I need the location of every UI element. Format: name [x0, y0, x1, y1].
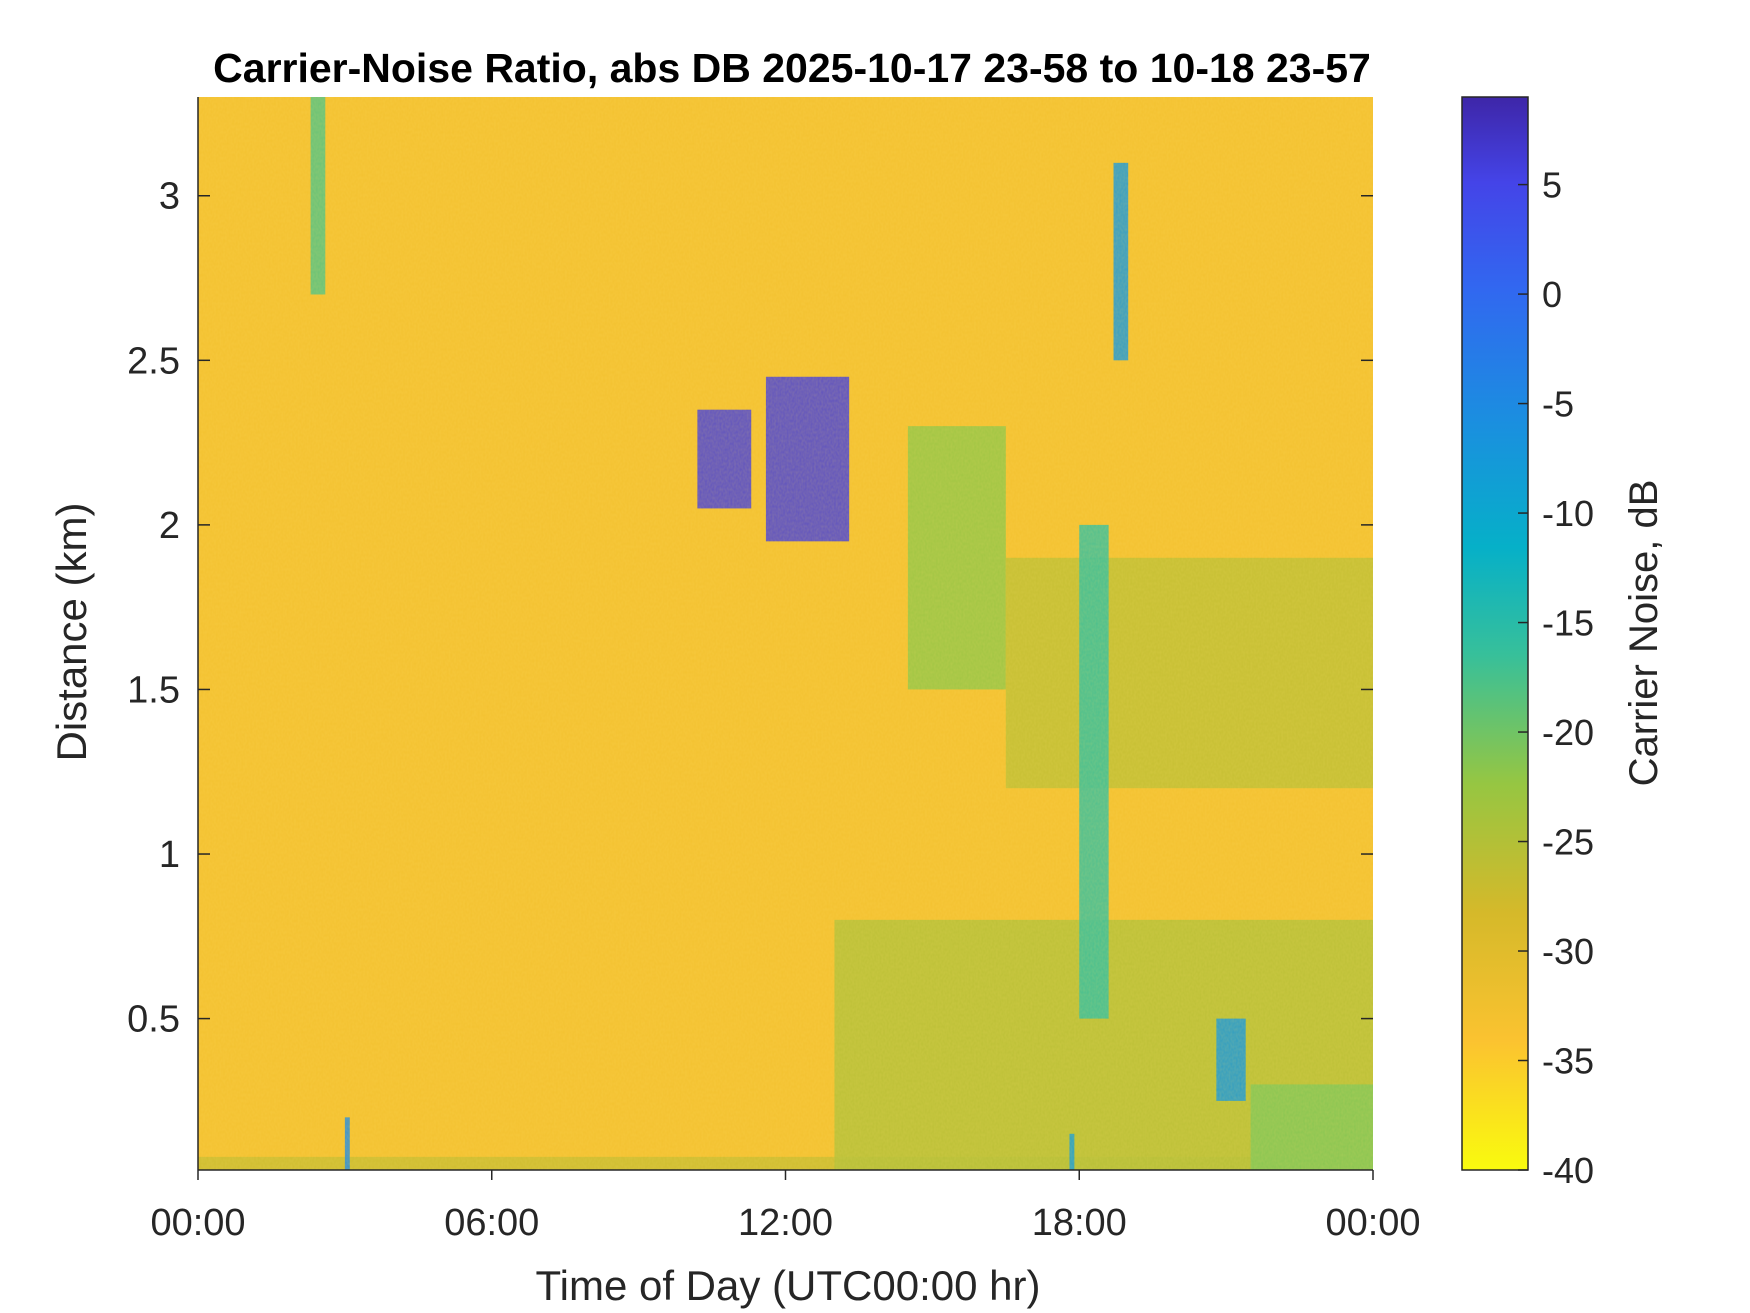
x-tick-label-0: 00:00: [150, 1202, 245, 1244]
x-tick-label-4: 00:00: [1325, 1202, 1420, 1244]
y-tick-label-2: 1.5: [127, 669, 180, 711]
heatmap-grain: [198, 97, 1373, 1170]
heatmap-area: [198, 97, 1373, 1170]
x-tick-label-3: 18:00: [1032, 1202, 1127, 1244]
chart-title: Carrier-Noise Ratio, abs DB 2025-10-17 2…: [213, 45, 1371, 91]
colorbar-tick-label-2: -5: [1542, 384, 1574, 425]
colorbar-tick-label-1: 0: [1542, 274, 1562, 315]
colorbar-tick-label-6: -25: [1542, 822, 1594, 863]
x-tick-label-1: 06:00: [444, 1202, 539, 1244]
colorbar-tick-label-4: -15: [1542, 603, 1594, 644]
colorbar: [1461, 96, 1529, 1171]
colorbar-tick-label-3: -10: [1542, 493, 1594, 534]
y-tick-label-4: 2.5: [127, 340, 180, 382]
colorbar-label: Carrier Noise, dB: [1622, 480, 1666, 787]
x-axis-label: Time of Day (UTC00:00 hr): [536, 1262, 1041, 1309]
y-tick-label-0: 0.5: [127, 999, 180, 1041]
colorbar-tick-label-9: -40: [1542, 1150, 1594, 1191]
colorbar-tick-label-8: -35: [1542, 1041, 1594, 1082]
y-tick-label-1: 1: [159, 834, 180, 876]
colorbar-ticks: 5 0 -5 -10 -15 -20 -25 -30 -35 -40: [1518, 165, 1594, 1191]
colorbar-tick-label-0: 5: [1542, 165, 1562, 206]
colorbar-tick-label-7: -30: [1542, 931, 1594, 972]
x-tick-label-2: 12:00: [738, 1202, 833, 1244]
y-axis-label: Distance (km): [48, 502, 95, 761]
axes: 00:00 06:00 12:00 18:00 00:00 0.5 1 1.5 2 2.5 3: [127, 97, 1421, 1244]
colorbar-tick-label-5: -20: [1542, 712, 1594, 753]
y-tick-label-3: 2: [159, 505, 180, 547]
y-tick-label-5: 3: [159, 176, 180, 218]
